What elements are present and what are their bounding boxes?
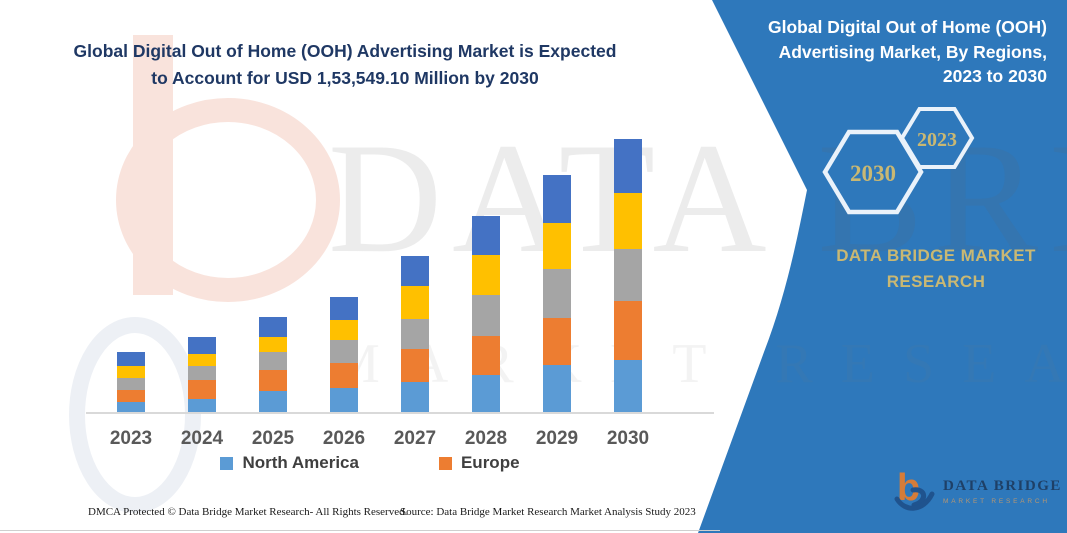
bar-segment [543, 365, 571, 413]
bar-segment [401, 256, 429, 286]
bar-2026 [330, 297, 358, 413]
bar-segment [117, 402, 145, 413]
bar-segment [472, 255, 500, 295]
x-axis-label: 2026 [322, 428, 366, 449]
legend-label: Europe [460, 453, 520, 472]
x-axis-label: 2027 [393, 428, 437, 449]
bar-segment [472, 295, 500, 336]
bar-segment [472, 216, 500, 255]
bar-segment [259, 337, 287, 352]
bar-segment [330, 297, 358, 320]
bar-2027 [401, 256, 429, 413]
brand-text: DATA BRIDGE MARKET RESEARCH [836, 246, 1036, 292]
bar-segment [330, 363, 358, 388]
bar-segment [259, 391, 287, 413]
x-axis-label: 2030 [606, 428, 650, 449]
bar-2030 [614, 139, 642, 413]
bar-segment [614, 139, 642, 193]
bar-segment [472, 375, 500, 413]
blue-panel-shape [698, 0, 1067, 533]
bar-segment [117, 366, 145, 378]
legend-swatch [220, 456, 234, 470]
bottom-rule [0, 530, 720, 531]
legend-item: North America [220, 453, 359, 473]
bar-segment [188, 337, 216, 354]
bar-segment [614, 360, 642, 413]
bar-segment [472, 336, 500, 375]
bar-segment [543, 318, 571, 365]
hexagon-2030 [822, 129, 924, 215]
x-axis-label: 2028 [464, 428, 508, 449]
bar-2024 [188, 337, 216, 413]
bar-segment [614, 193, 642, 249]
legend-label: North America [242, 453, 359, 472]
data-bridge-logo: b DATA BRIDGE MARKET RESEARCH [893, 466, 1062, 516]
logo-tagline: MARKET RESEARCH [943, 497, 1050, 505]
bar-segment [117, 352, 145, 366]
x-axis-label: 2024 [180, 428, 224, 449]
footer-source-text: Source: Data Bridge Market Research Mark… [400, 506, 696, 518]
bar-segment [330, 340, 358, 363]
bar-segment [401, 349, 429, 382]
bar-segment [259, 317, 287, 337]
bar-segment [188, 366, 216, 380]
bar-segment [543, 175, 571, 223]
watermark-logo-b [69, 35, 340, 513]
bar-segment [117, 390, 145, 402]
bar-segment [401, 286, 429, 319]
chart-title-line1: Global Digital Out of Home (OOH) Adverti… [73, 41, 617, 61]
bar-segment [543, 223, 571, 269]
legend-item: Europe [438, 453, 520, 473]
x-axis-label: 2025 [251, 428, 295, 449]
bar-2028 [472, 216, 500, 413]
bar-segment [188, 399, 216, 413]
x-axis-line [86, 412, 714, 414]
bar-2025 [259, 317, 287, 413]
watermark-b-bowl [116, 98, 340, 302]
bar-segment [117, 378, 145, 390]
chart-title: Global Digital Out of Home (OOH) Adverti… [65, 38, 625, 92]
chart-title-line2: to Account for USD 1,53,549.10 Million b… [151, 68, 539, 89]
legend-swatch [438, 456, 452, 470]
bar-segment [614, 249, 642, 301]
hexagon-2023-label: 2023 [917, 129, 957, 151]
bar-segment [401, 319, 429, 349]
logo-text: DATA BRIDGE MARKET RESEARCH [943, 478, 1062, 505]
x-axis-labels: 2023 2024 2025 2026 2027 2028 2029 2030 [0, 428, 760, 454]
bar-segment [259, 370, 287, 391]
hexagon-2030-label: 2030 [850, 161, 896, 186]
legend: North America Europe [90, 452, 650, 474]
bar-segment [401, 382, 429, 413]
bar-segment [330, 320, 358, 340]
bar-segment [614, 301, 642, 360]
bar-2023 [117, 352, 145, 413]
bar-segment [188, 354, 216, 366]
bar-segment [330, 388, 358, 413]
bar-2029 [543, 175, 571, 413]
sidebar-title: Global Digital Out of Home (OOH) Adverti… [767, 17, 1047, 86]
svg-text:b: b [897, 467, 920, 509]
bar-segment [188, 380, 216, 399]
logo-name: DATA BRIDGE [943, 477, 1062, 494]
logo-b-icon: b [894, 467, 935, 511]
x-axis-label: 2029 [535, 428, 579, 449]
x-axis-label: 2023 [109, 428, 153, 449]
bar-segment [543, 269, 571, 318]
bar-segment [259, 352, 287, 370]
plot-area [88, 125, 712, 413]
footer-dmca-text: DMCA Protected © Data Bridge Market Rese… [88, 506, 408, 518]
watermark-d-swoosh [69, 317, 201, 513]
